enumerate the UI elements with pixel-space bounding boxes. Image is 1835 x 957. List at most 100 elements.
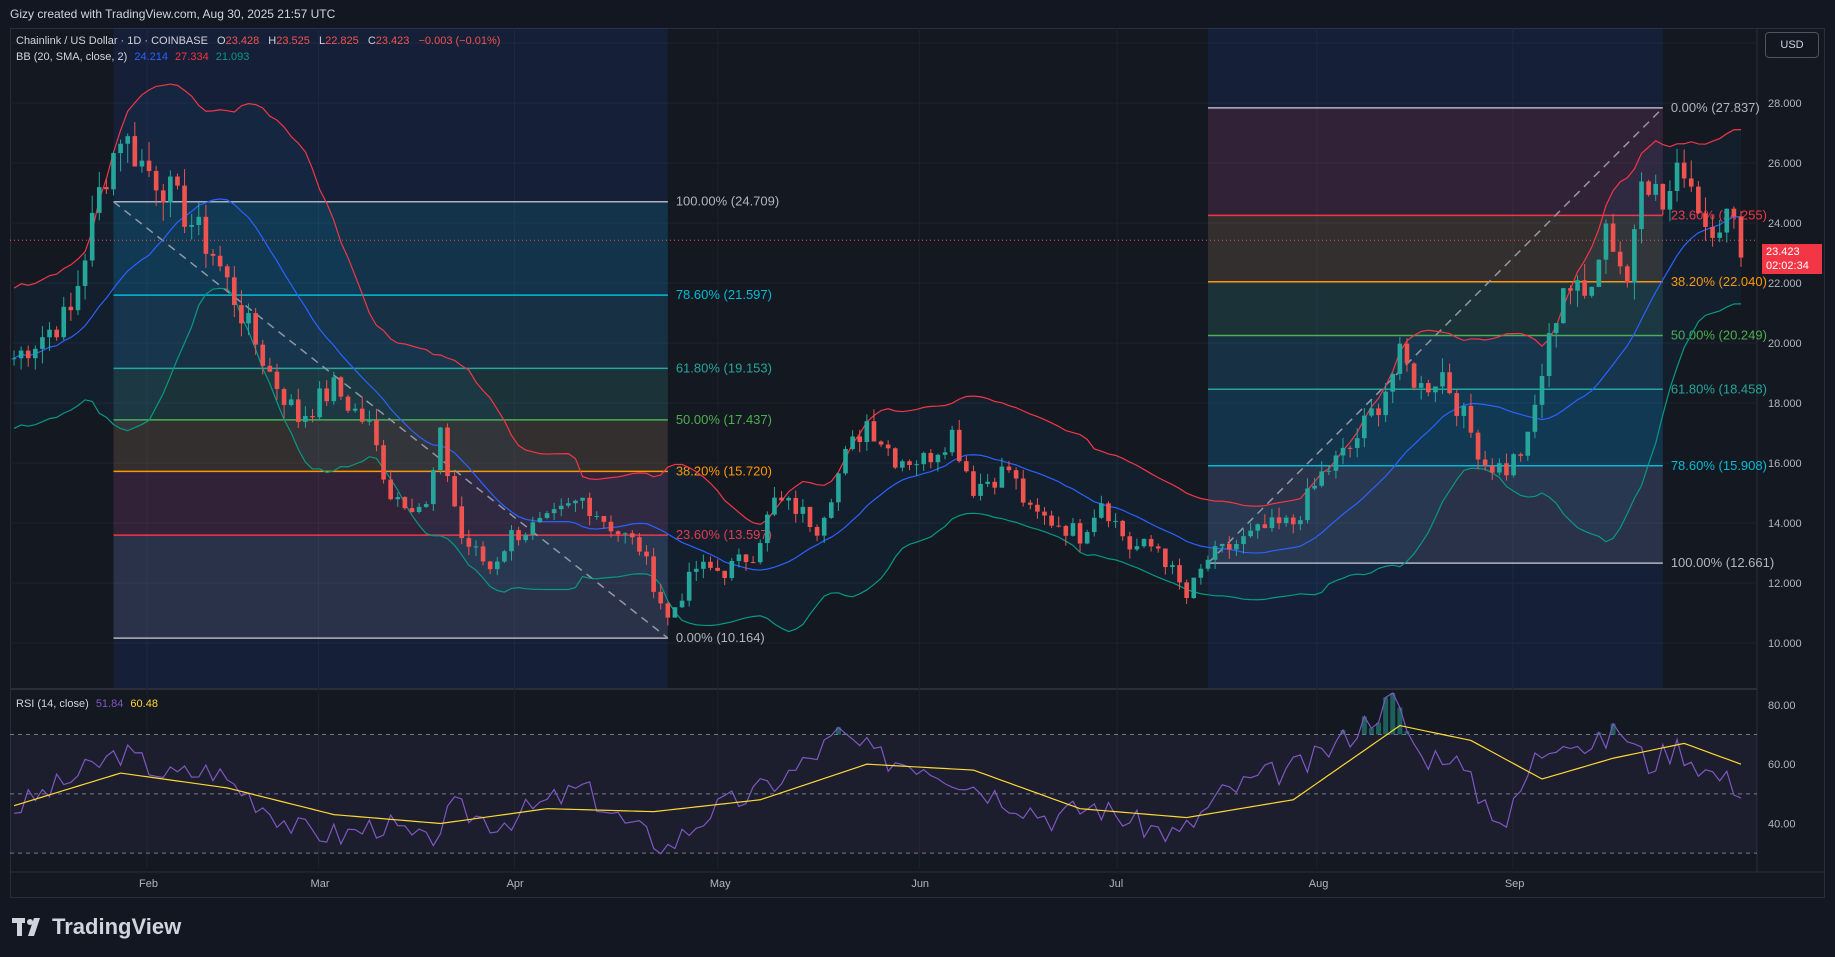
candle-body xyxy=(111,153,116,190)
candle-body xyxy=(1099,503,1104,518)
candle-body xyxy=(1575,280,1580,291)
fib-zone xyxy=(1207,107,1663,216)
candle-body xyxy=(82,260,88,286)
candle-body xyxy=(1724,208,1730,233)
time-tick-label: Aug xyxy=(1309,878,1329,890)
candle-body xyxy=(992,481,998,488)
candle-body xyxy=(1077,523,1083,544)
candle-body xyxy=(1660,183,1666,210)
candle-body xyxy=(1454,393,1460,416)
candle-body xyxy=(743,554,749,563)
candle-body xyxy=(715,567,720,571)
candle-body xyxy=(431,470,436,505)
rsi-ma-line xyxy=(13,724,1742,825)
candle-body xyxy=(352,408,358,411)
candle-body xyxy=(1290,517,1296,525)
fib-level-label: 100.00% (24.709) xyxy=(676,194,779,209)
candle-body xyxy=(1617,251,1623,267)
time-tick-label: Feb xyxy=(139,878,158,890)
candle-body xyxy=(466,538,472,547)
candle-body xyxy=(118,143,123,154)
bb-legend: BB (20, SMA, close, 2) 24.214 27.334 21.… xyxy=(16,50,249,65)
time-axis[interactable]: Feb Mar Apr May Jun Jul Aug Sep xyxy=(139,878,1524,890)
bb-basis-value: 24.214 xyxy=(134,51,168,63)
candle-body xyxy=(445,427,450,477)
fib-zone xyxy=(1207,465,1663,564)
candle-body xyxy=(381,445,386,480)
candle-body xyxy=(658,591,664,604)
time-tick-label: Apr xyxy=(507,878,524,890)
candle-body xyxy=(1390,373,1396,392)
time-tick-label: Sep xyxy=(1505,878,1525,890)
candle-body xyxy=(1063,525,1069,536)
candle-body xyxy=(1134,546,1140,550)
candle-body xyxy=(1681,162,1687,179)
candle-body xyxy=(1369,408,1374,416)
candle-body xyxy=(530,522,536,535)
candle-body xyxy=(857,436,863,443)
candle-body xyxy=(580,497,585,501)
candle-body xyxy=(402,497,408,509)
rsi-pane[interactable]: 40.00 60.00 80.00 xyxy=(10,692,1796,855)
tradingview-logo[interactable]: TradingView xyxy=(12,914,181,940)
candle-body xyxy=(1553,323,1559,334)
candle-body xyxy=(537,517,543,523)
candle-body xyxy=(239,305,244,324)
candle-body xyxy=(1546,333,1552,376)
bb-lower-line xyxy=(13,287,1742,633)
candle-body xyxy=(1120,520,1126,537)
candle-body xyxy=(40,337,45,349)
fib-zone xyxy=(113,368,668,420)
candle-body xyxy=(288,399,294,405)
fib-trend-line xyxy=(113,201,669,639)
low-value: 22.825 xyxy=(325,35,359,47)
symbol-legend: Chainlink / US Dollar · 1D · COINBASE O2… xyxy=(16,34,500,49)
candle-body xyxy=(828,502,834,518)
candle-body xyxy=(1006,466,1012,471)
candle-body xyxy=(1020,478,1026,503)
candle-body xyxy=(395,497,401,500)
candle-body xyxy=(864,421,870,443)
currency-button[interactable]: USD xyxy=(1765,32,1819,58)
bb-basis-line xyxy=(13,198,1742,571)
candle-body xyxy=(729,560,735,578)
candle-body xyxy=(1049,515,1054,526)
chart-canvas[interactable]: 100.00% (24.709) 78.60% (21.597) 61.80% (1… xyxy=(0,0,1835,898)
candle-body xyxy=(303,415,308,422)
candle-body xyxy=(779,497,784,501)
price-tick-label: 18.000 xyxy=(1768,398,1802,410)
candle-body xyxy=(1191,577,1197,599)
candle-body xyxy=(942,452,948,455)
candle-body xyxy=(1198,568,1204,578)
rsi-tick-label: 40.00 xyxy=(1768,819,1796,831)
candle-body xyxy=(89,212,95,261)
candle-body xyxy=(54,329,59,338)
candle-body xyxy=(935,454,941,463)
candle-body xyxy=(132,136,138,167)
candle-body xyxy=(566,503,571,506)
candle-body xyxy=(807,506,813,528)
candle-body xyxy=(878,441,884,445)
candle-body xyxy=(921,452,927,465)
candle-body xyxy=(978,483,983,496)
candle-body xyxy=(310,415,315,418)
candle-body xyxy=(1347,447,1353,449)
candle-body xyxy=(1084,532,1090,544)
candle-body xyxy=(1532,404,1538,432)
candle-body xyxy=(1461,405,1467,416)
credit-bar: Gizy created with TradingView.com, Aug 3… xyxy=(0,0,1835,28)
candle-body xyxy=(388,479,393,500)
bb-upper-value: 27.334 xyxy=(175,51,209,63)
candle-body xyxy=(324,388,330,402)
candle-body xyxy=(509,530,514,552)
candle-body xyxy=(1596,259,1602,287)
candle-body xyxy=(892,448,898,468)
change-value: −0.003 (−0.01%) xyxy=(418,35,501,47)
bb-lower-value: 21.093 xyxy=(215,51,250,63)
candle-body xyxy=(594,515,600,517)
fib-zone xyxy=(113,419,668,472)
candle-body xyxy=(253,313,258,345)
candle-body xyxy=(210,253,216,256)
candle-body xyxy=(843,448,848,474)
candle-body xyxy=(1404,343,1410,364)
